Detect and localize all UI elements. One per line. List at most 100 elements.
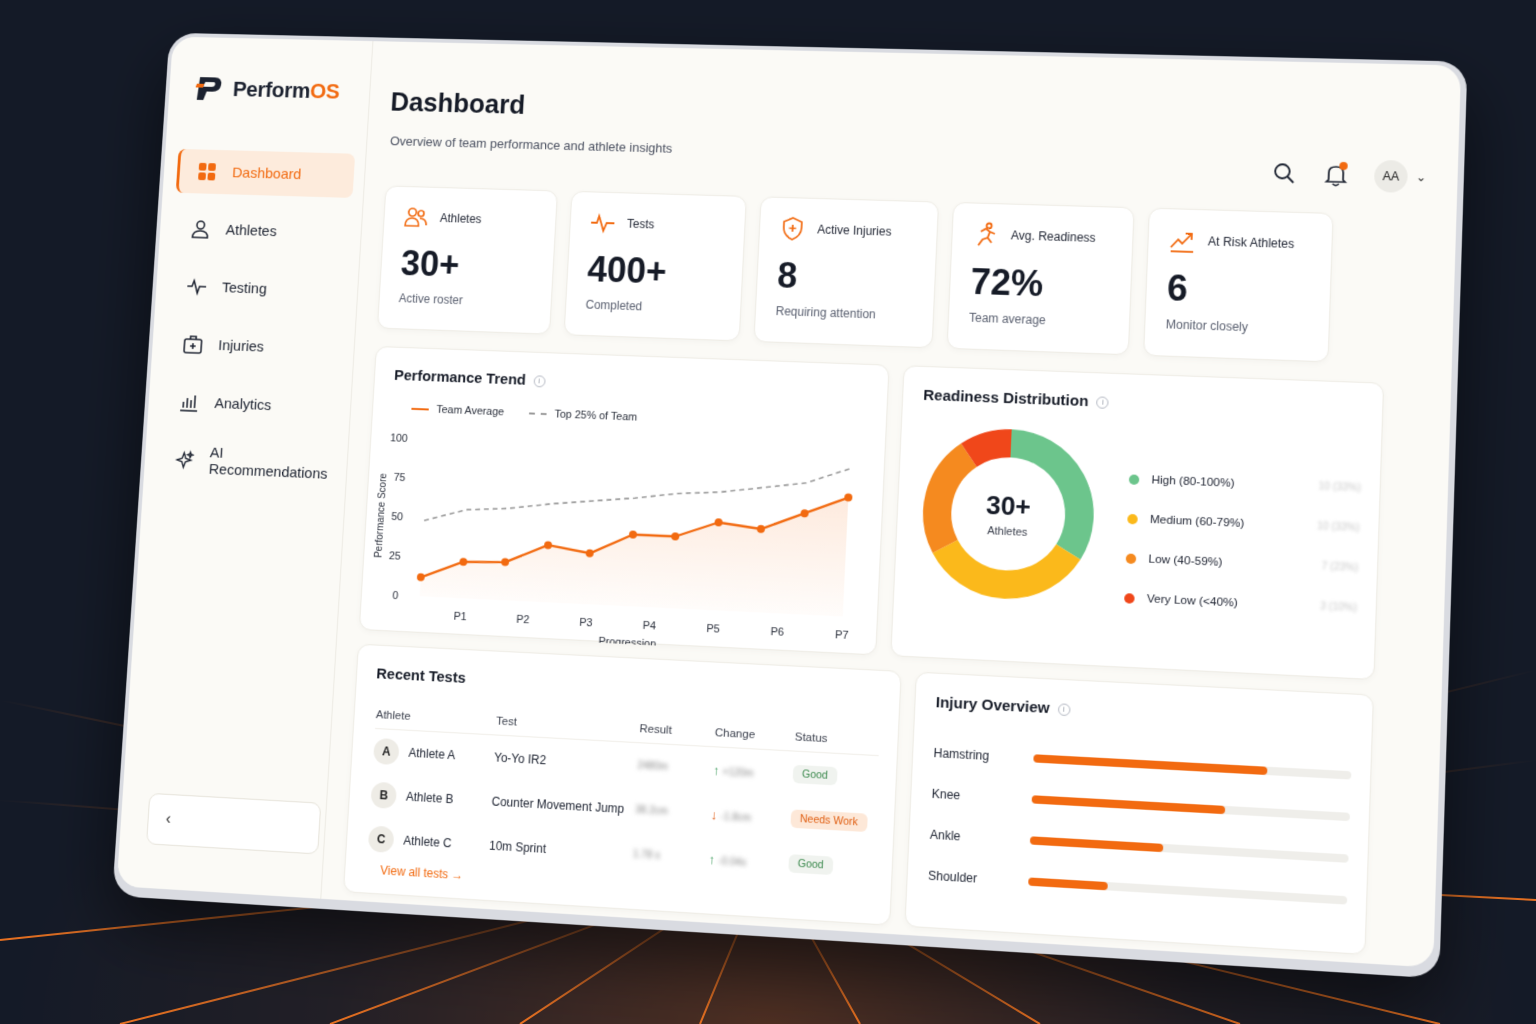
recent-tests-table: Athlete Test Result Change Status A Athle… (367, 701, 880, 891)
sidebar-item-testing[interactable]: Testing (168, 263, 348, 313)
sidebar-item-analytics[interactable]: Analytics (160, 379, 341, 431)
stat-label: Tests (627, 217, 655, 231)
search-icon[interactable] (1271, 160, 1299, 187)
stat-caption: Completed (585, 298, 723, 316)
stat-card-athletes[interactable]: Athletes 30+ Active roster (377, 185, 558, 334)
readiness-title: Readiness Distribution (923, 387, 1089, 410)
injury-label: Ankle (930, 827, 1031, 847)
stat-card-active-injuries[interactable]: Active Injuries 8 Requiring attention (753, 196, 939, 348)
recent-tests-panel: Recent Tests Athlete Test Result Change … (343, 644, 902, 926)
app-logo[interactable]: PerformOS (195, 75, 341, 105)
chevron-left-icon: ‹ (165, 811, 171, 829)
stat-value: 400+ (586, 249, 725, 295)
x-tick-label: P1 (453, 611, 467, 624)
sidebar-item-injuries[interactable]: Injuries (164, 321, 344, 372)
injury-bar-track (1032, 795, 1350, 821)
app-screen: PerformOS Dashboard Athletes (117, 37, 1461, 968)
test-change: -0.04s (718, 856, 746, 869)
injury-label: Hamstring (933, 746, 1034, 766)
info-icon[interactable]: i (1096, 396, 1109, 409)
test-name: Yo-Yo IR2 (494, 750, 638, 772)
stat-caption: Team average (969, 311, 1111, 330)
panel-title: Readiness Distribution i (923, 387, 1109, 411)
tablet-device: PerformOS Dashboard Athletes (112, 33, 1467, 979)
stat-cards: Athletes 30+ Active roster Tests 400+ Co… (377, 185, 1334, 362)
avatar[interactable]: AA (1374, 160, 1408, 193)
column-header[interactable]: Change (715, 727, 795, 743)
readiness-distribution-panel: Readiness Distribution i 30+ Athletes Hi… (890, 365, 1384, 680)
y-tick-label: 50 (391, 511, 403, 524)
sidebar-item-ai-recommendations[interactable]: AI Recommendations (157, 437, 338, 489)
readiness-donut: 30+ Athletes (918, 425, 1098, 604)
legend-dot (1126, 553, 1137, 564)
shield-icon (779, 216, 806, 242)
sidebar-item-label: AI Recommendations (208, 445, 337, 483)
readiness-legend: High (80-100%) 10 (33%) Medium (60-79%) … (1124, 459, 1362, 628)
injury-bar-track (1028, 877, 1347, 904)
stat-card-tests[interactable]: Tests 400+ Completed (564, 191, 747, 342)
legend-label: Very Low (<40%) (1147, 593, 1321, 613)
bar-chart-icon (178, 391, 200, 413)
panel-title: Injury Overview i (935, 694, 1070, 718)
y-tick-label: 0 (392, 590, 399, 602)
injury-bar-track (1033, 754, 1351, 779)
x-tick-label: P3 (579, 617, 593, 630)
stat-caption: Monitor closely (1166, 317, 1311, 336)
donut-value: 30+ (985, 489, 1031, 522)
pulse-icon (186, 276, 208, 298)
stat-card-at-risk[interactable]: At Risk Athletes 6 Monitor closely (1143, 208, 1334, 363)
injury-label: Knee (931, 787, 1032, 807)
x-tick-label: P6 (770, 626, 784, 639)
panel-title: Recent Tests (376, 665, 466, 686)
arrow-up-icon: ↑ (708, 851, 715, 867)
stat-value: 6 (1166, 267, 1312, 314)
performance-trend-panel: Performance Trend i Team Average Top 25%… (359, 346, 890, 655)
sidebar-item-label: Dashboard (232, 164, 302, 182)
collapse-sidebar-button[interactable]: ‹ (146, 793, 321, 855)
donut-label: Athletes (987, 525, 1028, 539)
injury-bar-fill (1033, 754, 1268, 775)
test-result: 2480m (637, 760, 713, 775)
notifications-button[interactable] (1322, 161, 1350, 188)
column-header[interactable]: Result (639, 723, 715, 739)
athlete-avatar: B (370, 782, 397, 809)
arrow-down-icon: ↓ (710, 806, 717, 822)
y-axis-label: Performance Score (374, 473, 390, 558)
info-icon[interactable]: i (1058, 703, 1071, 716)
medkit-icon (182, 333, 204, 355)
view-all-tests-link[interactable]: View all tests → (380, 863, 464, 882)
x-tick-label: P2 (516, 614, 530, 627)
grid-icon (196, 161, 218, 183)
injury-label: Shoulder (928, 868, 1029, 888)
runner-icon (972, 221, 999, 248)
column-header[interactable]: Status (794, 731, 879, 748)
injury-bar-track (1030, 836, 1349, 863)
sidebar-item-label: Athletes (225, 222, 277, 240)
injury-overview-panel: Injury Overview i Hamstring Knee Ankle (904, 672, 1374, 955)
injury-title: Injury Overview (935, 694, 1050, 717)
legend-count: 10 (33%) (1317, 521, 1360, 534)
legend-count: 7 (23%) (1321, 561, 1358, 574)
users-icon (403, 204, 429, 230)
column-header[interactable]: Test (496, 715, 640, 735)
sidebar-nav: Dashboard Athletes Testing (156, 149, 355, 503)
chevron-down-icon[interactable]: ⌄ (1416, 170, 1427, 184)
status-badge: Good (793, 765, 838, 786)
test-change: -1.8cm (720, 811, 751, 824)
x-tick-label: P4 (642, 620, 656, 633)
column-header[interactable]: Athlete (376, 709, 497, 727)
injury-bar-fill (1032, 795, 1225, 814)
stat-caption: Active roster (398, 291, 533, 309)
legend-label: Medium (60-79%) (1150, 513, 1318, 532)
arrow-up-icon: ↑ (713, 762, 720, 778)
stat-label: Athletes (440, 211, 482, 226)
pulse-icon (589, 210, 616, 236)
sidebar-item-athletes[interactable]: Athletes (172, 206, 352, 256)
stat-card-avg-readiness[interactable]: Avg. Readiness 72% Team average (947, 202, 1135, 355)
legend-label: High (80-100%) (1151, 474, 1318, 493)
page-subtitle: Overview of team performance and athlete… (390, 134, 673, 156)
sidebar-item-dashboard[interactable]: Dashboard (176, 149, 355, 198)
athlete-avatar: C (368, 826, 395, 853)
sidebar-item-label: Analytics (214, 395, 272, 414)
legend-count: 3 (10%) (1320, 601, 1357, 614)
